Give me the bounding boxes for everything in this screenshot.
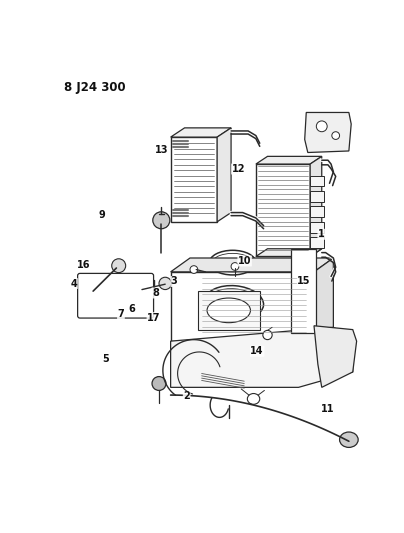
Ellipse shape [231, 263, 239, 270]
Polygon shape [310, 156, 322, 256]
Polygon shape [256, 164, 310, 256]
Text: 6: 6 [128, 304, 135, 314]
FancyBboxPatch shape [78, 273, 154, 318]
Ellipse shape [247, 393, 260, 405]
Text: 8 J24 300: 8 J24 300 [65, 81, 126, 94]
Polygon shape [217, 128, 231, 222]
Text: 8: 8 [152, 288, 159, 298]
Ellipse shape [207, 298, 250, 322]
Polygon shape [310, 175, 324, 187]
Ellipse shape [112, 259, 126, 273]
Ellipse shape [209, 251, 256, 275]
Ellipse shape [152, 377, 166, 391]
Text: 15: 15 [297, 277, 311, 286]
Ellipse shape [213, 253, 253, 272]
Polygon shape [170, 137, 217, 222]
Polygon shape [305, 112, 351, 152]
Polygon shape [256, 249, 322, 256]
Text: 4: 4 [71, 279, 77, 288]
Ellipse shape [316, 121, 327, 132]
Ellipse shape [159, 277, 171, 289]
Text: 5: 5 [102, 354, 109, 365]
Polygon shape [314, 258, 333, 341]
Ellipse shape [190, 265, 198, 273]
Text: 17: 17 [147, 312, 160, 322]
Polygon shape [310, 191, 324, 202]
Bar [198, 291, 260, 329]
Polygon shape [310, 222, 324, 232]
Text: 10: 10 [238, 256, 251, 266]
Polygon shape [170, 327, 353, 387]
Text: 12: 12 [231, 164, 245, 174]
Text: 1: 1 [318, 229, 325, 239]
Ellipse shape [205, 286, 263, 320]
Polygon shape [310, 206, 324, 217]
Ellipse shape [208, 289, 261, 317]
Ellipse shape [332, 132, 340, 140]
Polygon shape [170, 128, 231, 137]
Polygon shape [170, 258, 333, 272]
Text: 11: 11 [321, 403, 335, 414]
Ellipse shape [263, 330, 272, 340]
Polygon shape [256, 156, 322, 164]
Bar [291, 249, 316, 334]
Text: 3: 3 [171, 277, 177, 286]
Polygon shape [170, 272, 314, 341]
Text: 14: 14 [250, 346, 264, 356]
Text: 7: 7 [118, 309, 124, 319]
Text: 9: 9 [99, 210, 105, 220]
Ellipse shape [340, 432, 358, 447]
Ellipse shape [153, 212, 170, 229]
Text: 16: 16 [77, 260, 90, 270]
Text: 2: 2 [183, 391, 190, 401]
Polygon shape [314, 326, 357, 387]
Text: 13: 13 [155, 145, 168, 155]
Polygon shape [310, 237, 324, 248]
